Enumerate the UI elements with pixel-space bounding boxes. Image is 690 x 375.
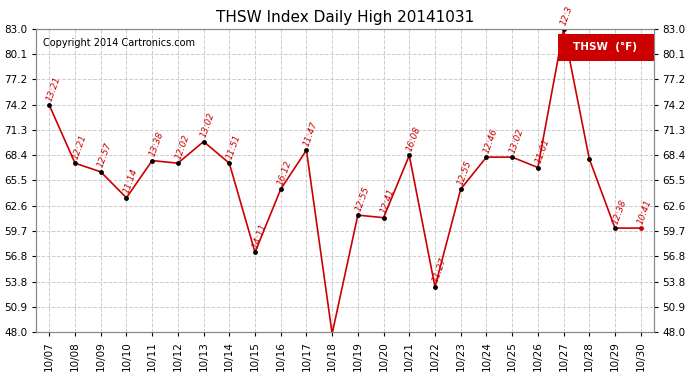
Text: 12:02: 12:02: [174, 133, 191, 160]
Text: 12:55: 12:55: [353, 185, 371, 212]
Text: THSW  (°F): THSW (°F): [573, 42, 638, 52]
Text: 13:38: 13:38: [148, 130, 165, 158]
Text: 13:02: 13:02: [508, 127, 525, 154]
Text: 16:51: 16:51: [0, 374, 1, 375]
Text: 16:08: 16:08: [405, 125, 422, 153]
Text: Copyright 2014 Cartronics.com: Copyright 2014 Cartronics.com: [43, 38, 195, 48]
Text: 12:21: 12:21: [70, 133, 88, 160]
Text: 13:02: 13:02: [199, 111, 217, 139]
Text: 12:3: 12:3: [560, 4, 575, 26]
Text: 12:57: 12:57: [97, 141, 114, 169]
Text: 12:55: 12:55: [456, 159, 474, 186]
Text: 11:47: 11:47: [302, 120, 319, 147]
FancyBboxPatch shape: [558, 34, 653, 61]
Text: 12:46: 12:46: [482, 127, 500, 154]
Text: 16:12: 16:12: [277, 159, 294, 186]
Text: 12:41: 12:41: [380, 188, 397, 215]
Text: 10:41: 10:41: [636, 198, 653, 225]
Title: THSW Index Daily High 20141031: THSW Index Daily High 20141031: [216, 10, 474, 25]
Text: 12:38: 12:38: [611, 198, 628, 225]
Text: 13:21: 13:21: [45, 75, 62, 102]
Text: 14:11: 14:11: [250, 222, 268, 249]
Text: 11:14: 11:14: [122, 168, 139, 195]
Text: 11:27: 11:27: [431, 256, 448, 284]
Text: 11:51: 11:51: [225, 133, 242, 160]
Text: 11:01: 11:01: [533, 137, 551, 165]
